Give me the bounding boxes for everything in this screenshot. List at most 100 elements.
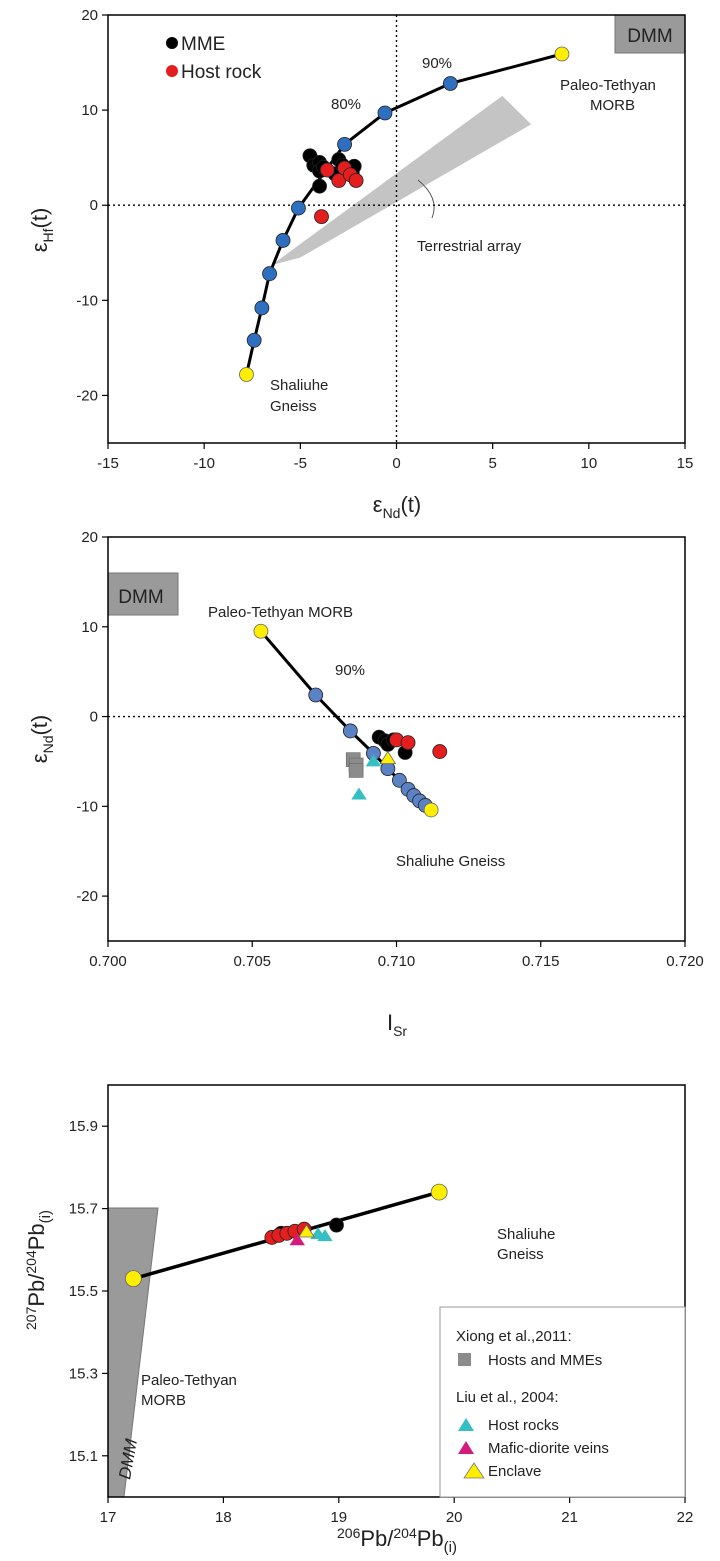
label-80-percent: 80% [331, 96, 361, 113]
nd-sr-marks [108, 623, 685, 818]
mixing-point [342, 723, 358, 739]
legend-mme-label: MME [181, 34, 225, 55]
end-member-point [430, 1183, 448, 1201]
data-point-mme [312, 178, 327, 194]
data-point-enclave [298, 1224, 315, 1238]
pb-pb-marks [124, 1183, 448, 1288]
dmm-box-middle [107, 572, 179, 616]
nd-sr-x-tick-label: 0.720 [666, 953, 704, 970]
legend-heading-xiong: Xiong et al.,2011: [456, 1328, 572, 1345]
mixing-point [377, 105, 393, 121]
hf-nd-x-tick-label: 5 [488, 455, 496, 472]
label-shaliuhe-gneiss-bottom-1: Shaliuhe [497, 1226, 555, 1243]
mixing-curve [245, 52, 563, 375]
label-shaliuhe-gneiss-2: Gneiss [270, 398, 317, 415]
mixing-point [275, 233, 291, 248]
label-shaliuhe-gneiss-bottom-2: Gneiss [497, 1246, 544, 1263]
pb-legend-box [439, 1306, 686, 1498]
dmm-label-middle: DMM [118, 587, 163, 608]
nd-sr-ticks: 0.700 0.705 0.710 0.715 0.720 -20 -10 0 10 20 [76, 529, 703, 970]
hf-nd-y-tick-label: 20 [81, 7, 98, 24]
label-paleo-tethyan-morb-bottom-2: MORB [141, 1392, 186, 1409]
mixing-point [262, 266, 277, 282]
nd-sr-y-tick-label: 20 [81, 529, 98, 546]
hf-nd-x-tick-label: 0 [392, 455, 400, 472]
pb-pb-x-tick-label: 19 [330, 1509, 347, 1526]
dmm-box-top [614, 14, 686, 54]
hf-nd-y-tick-label: -20 [76, 387, 98, 404]
mixing-point [291, 200, 306, 216]
label-paleo-tethyan-morb-bottom-1: Paleo-Tethyan [141, 1372, 237, 1389]
label-90-percent: 90% [422, 55, 452, 72]
data-point-host-rock [400, 735, 416, 750]
terrestrial-array-pointer [417, 179, 435, 219]
data-point-mafic-diorite-veins [289, 1233, 305, 1246]
hf-nd-x-tick-label: 10 [580, 455, 597, 472]
legend-mafic-diorite-veins: Mafic-diorite veins [488, 1440, 609, 1457]
data-point-host-rock [319, 162, 335, 178]
pb-pb-x-tick-label: 17 [100, 1509, 117, 1526]
nd-sr-y-tick-label: 0 [90, 709, 98, 726]
pb-pb-ticks: 17 18 19 20 21 22 15.1 15.3 15.5 15.7 15.9 [69, 1118, 694, 1526]
dmm-label-top: DMM [627, 26, 672, 47]
data-point-host-rocks [351, 787, 367, 800]
pb-pb-y-tick-label: 15.3 [69, 1365, 98, 1382]
nd-sr-x-tick-label: 0.715 [522, 953, 560, 970]
data-point-hosts-and-mmes [348, 763, 364, 778]
nd-sr-y-tick-label: 10 [81, 619, 98, 636]
nd-sr-panel: DMM 0.700 0.705 0.710 0.715 0.720 -20 -10 0 10 20… [27, 529, 704, 1039]
data-point-enclave [379, 750, 397, 765]
legend-host-rock-label: Host rock [181, 62, 262, 83]
hf-nd-marks [108, 15, 685, 443]
pb-legend: Xiong et al.,2011: Hosts and MMEs Liu et… [439, 1306, 686, 1498]
pb-pb-y-tick-label: 15.5 [69, 1283, 98, 1300]
legend-mafic-diorite-marker [458, 1441, 474, 1454]
end-member-point [554, 46, 570, 62]
mixing-point [337, 136, 352, 152]
legend-mme-marker [166, 37, 178, 49]
pb-pb-x-tick-label: 22 [677, 1509, 694, 1526]
hf-nd-y-tick-label: -10 [76, 292, 98, 309]
legend-hosts-mmes: Hosts and MMEs [488, 1352, 602, 1369]
label-paleo-tethyan-morb-mid: Paleo-Tethyan MORB [208, 604, 353, 621]
y-axis-title-nd-sr: εNd(t) [27, 715, 56, 763]
data-point-host-rock [348, 173, 364, 188]
hf-nd-x-tick-label: 15 [677, 455, 694, 472]
terrestrial-array-band [271, 95, 532, 266]
hf-nd-y-tick-label: 10 [81, 102, 98, 119]
pb-pb-y-tick-label: 15.1 [69, 1448, 98, 1465]
mixing-point [254, 300, 270, 316]
pb-pb-y-tick-label: 15.9 [69, 1118, 98, 1135]
data-point-mme [329, 1217, 344, 1233]
y-axis-title-hf-nd: εHf(t) [27, 208, 56, 253]
label-shaliuhe-gneiss-1: Shaliuhe [270, 377, 328, 394]
legend-enclave: Enclave [488, 1463, 541, 1480]
data-point-host-rock [314, 209, 329, 225]
data-point-host-rock [432, 744, 448, 759]
end-member-point [124, 1270, 142, 1288]
label-shaliuhe-gneiss-mid: Shaliuhe Gneiss [396, 853, 505, 870]
pb-pb-y-tick-label: 15.7 [69, 1201, 98, 1218]
end-member-point [253, 623, 269, 639]
label-terrestrial-array: Terrestrial array [417, 238, 522, 255]
legend-heading-liu: Liu et al., 2004: [456, 1389, 559, 1406]
pb-pb-x-tick-label: 20 [446, 1509, 463, 1526]
x-axis-title-hf-nd: εNd(t) [373, 492, 421, 521]
nd-sr-x-tick-label: 0.700 [89, 953, 127, 970]
pb-pb-x-tick-label: 18 [215, 1509, 232, 1526]
legend-enclave-marker [463, 1462, 485, 1479]
legend-host-rock-marker [166, 65, 178, 77]
mixing-point [308, 687, 324, 703]
hf-nd-x-tick-label: -10 [193, 455, 215, 472]
mixing-point [246, 332, 262, 348]
label-paleo-tethyan-morb-2: MORB [590, 97, 635, 114]
hf-nd-ticks: -15 -10 -5 0 5 10 15 -20 -10 0 10 20 [76, 7, 693, 472]
nd-sr-x-tick-label: 0.705 [233, 953, 271, 970]
hf-nd-x-tick-label: -15 [97, 455, 119, 472]
label-paleo-tethyan-morb-1: Paleo-Tethyan [560, 77, 656, 94]
label-90-percent-mid: 90% [335, 662, 365, 679]
hf-nd-x-tick-label: -5 [294, 455, 307, 472]
legend-square-marker [458, 1353, 471, 1366]
